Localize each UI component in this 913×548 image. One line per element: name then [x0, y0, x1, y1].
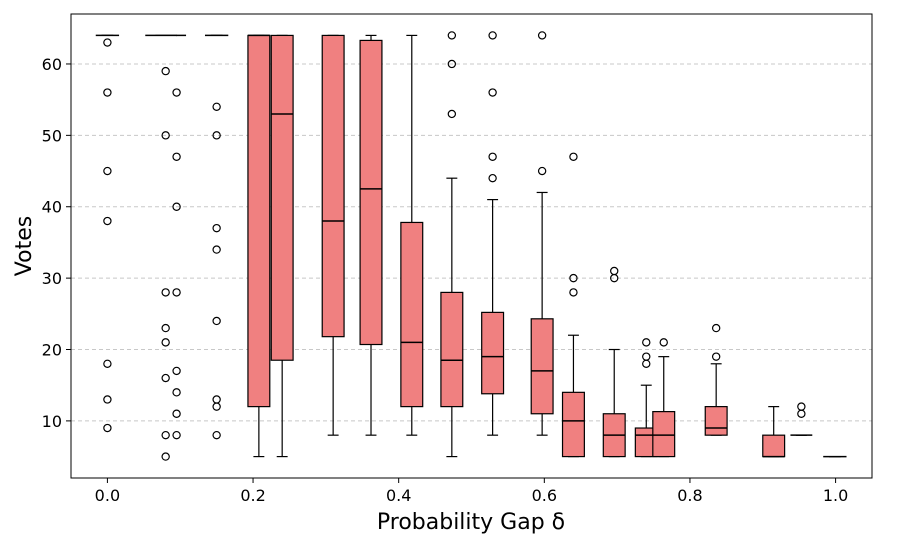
outlier-point — [161, 66, 170, 76]
box — [481, 311, 505, 395]
y-tick-label: 50 — [42, 126, 62, 145]
outlier-point — [172, 288, 181, 297]
outlier-point — [172, 88, 181, 97]
outlier-point — [447, 31, 457, 40]
box — [321, 34, 345, 338]
outlier-point — [161, 288, 170, 297]
x-tick-label: 1.0 — [823, 486, 848, 505]
boxes — [95, 31, 847, 461]
outlier-point — [212, 131, 221, 140]
outlier-point — [488, 31, 497, 40]
outlier-point — [212, 223, 221, 233]
outlier-point — [172, 152, 181, 161]
box — [359, 39, 383, 346]
box — [561, 391, 585, 458]
outlier-point — [569, 273, 578, 283]
outlier-point — [212, 102, 221, 112]
outlier-point — [103, 359, 112, 368]
outlier-point — [103, 395, 112, 404]
outlier-point — [711, 323, 721, 333]
outlier-point — [161, 430, 170, 440]
x-tick-label: 0.6 — [532, 486, 557, 505]
x-axis-title: Probability Gap δ — [377, 510, 565, 535]
outlier-point — [447, 109, 457, 119]
box — [247, 34, 271, 408]
outlier-point — [447, 59, 457, 69]
y-tick-label: 20 — [42, 341, 62, 360]
x-tick-label: 0.0 — [95, 486, 120, 505]
outlier-point — [212, 402, 221, 411]
box — [400, 221, 424, 408]
outlier-point — [537, 166, 547, 176]
outlier-point — [642, 359, 651, 368]
x-tick-label: 0.2 — [240, 486, 265, 505]
x-tick-label: 0.8 — [677, 486, 702, 505]
outlier-point — [488, 88, 497, 97]
outlier-point — [103, 216, 112, 226]
box — [270, 34, 294, 361]
axes: 10 20 30 40 50 60 0.0 0.2 0.4 0.6 0.8 1.0 — [42, 55, 849, 505]
outlier-point — [212, 316, 221, 326]
x-tick-label: 0.4 — [386, 486, 411, 505]
box — [652, 411, 676, 458]
outlier-point — [103, 88, 112, 97]
box — [762, 434, 786, 458]
y-tick-label: 60 — [42, 55, 62, 74]
outlier-point — [569, 152, 578, 161]
plot-frame — [70, 13, 873, 479]
y-gridlines — [71, 63, 872, 422]
outlier-point — [161, 373, 170, 383]
outlier-point — [172, 388, 181, 397]
y-tick-label: 40 — [42, 198, 62, 217]
y-tick-label: 10 — [42, 412, 62, 431]
outlier-point — [212, 245, 221, 254]
y-tick-label: 30 — [42, 269, 62, 288]
outlier-point — [212, 430, 221, 440]
outlier-point — [172, 366, 181, 376]
outlier-point — [161, 323, 170, 333]
box — [530, 318, 554, 415]
plot-background — [71, 14, 872, 478]
outlier-point — [103, 423, 112, 433]
outlier-point — [161, 452, 170, 461]
outlier-point — [488, 173, 497, 183]
outlier-point — [488, 152, 497, 161]
outlier-point — [103, 166, 112, 176]
box — [440, 291, 464, 408]
outlier-point — [711, 352, 721, 361]
outlier-point — [537, 31, 547, 40]
y-axis-title: Votes — [12, 216, 37, 276]
box — [704, 406, 728, 436]
outlier-point — [172, 409, 181, 418]
outlier-point — [103, 38, 112, 47]
outlier-point — [161, 131, 170, 140]
outlier-point — [172, 202, 181, 211]
outlier-point — [161, 338, 170, 347]
outlier-point — [610, 273, 619, 283]
outlier-point — [659, 338, 668, 347]
outlier-point — [797, 409, 806, 418]
outlier-point — [642, 338, 651, 347]
outlier-point — [569, 288, 578, 297]
outlier-point — [172, 430, 181, 440]
